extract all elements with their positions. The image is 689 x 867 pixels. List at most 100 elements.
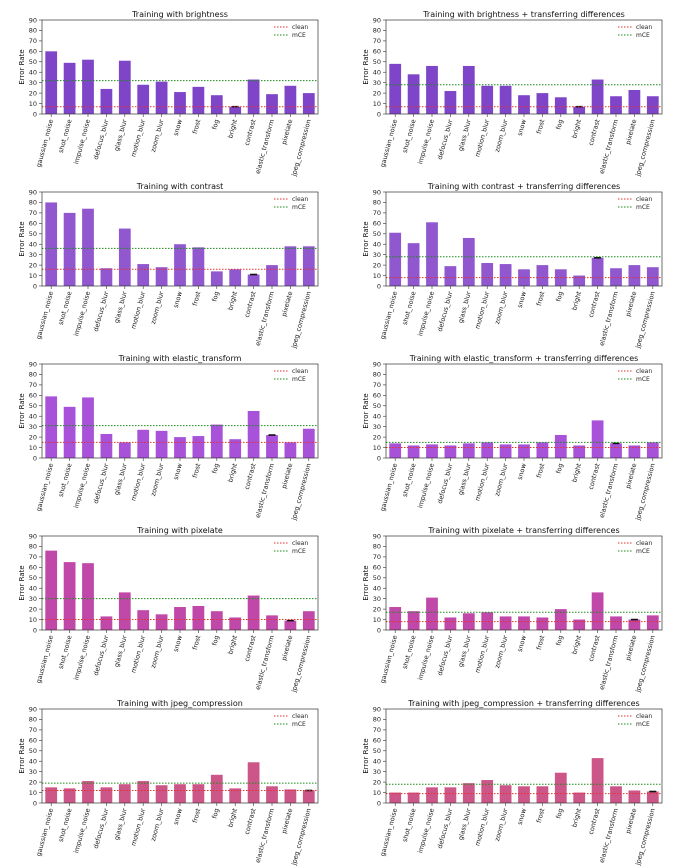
y-tick-label: 10 bbox=[373, 272, 381, 280]
y-tick-label: 40 bbox=[373, 241, 381, 249]
bar-zoom_blur bbox=[155, 430, 168, 458]
chart-title: Training with pixelate bbox=[136, 526, 223, 535]
y-axis-label: Error Rate bbox=[18, 49, 26, 84]
x-tick-label: pixelate bbox=[280, 462, 294, 489]
y-tick-label: 0 bbox=[33, 110, 37, 118]
x-tick-label: zoom_blur bbox=[493, 807, 510, 842]
bar-shot_noise bbox=[63, 788, 76, 803]
x-tick-label: jpeg_compression bbox=[290, 290, 313, 350]
bar-jpeg_compression bbox=[646, 267, 659, 286]
x-tick-label: elastic_transform bbox=[254, 634, 276, 690]
x-tick-label: frost bbox=[191, 807, 203, 824]
bar-contrast bbox=[247, 411, 260, 458]
bar-snow bbox=[518, 444, 530, 458]
y-tick-label: 90 bbox=[373, 16, 381, 24]
x-tick-label: frost bbox=[191, 118, 203, 135]
y-tick-label: 40 bbox=[373, 758, 381, 766]
x-tick-label: zoom_blur bbox=[493, 462, 510, 497]
bar-gaussian_noise bbox=[45, 396, 58, 458]
y-tick-label: 50 bbox=[29, 402, 37, 410]
x-tick-label: jpeg_compression bbox=[634, 462, 657, 522]
y-tick-label: 20 bbox=[29, 778, 37, 786]
x-tick-label: zoom_blur bbox=[493, 634, 510, 669]
bar-jpeg_compression bbox=[302, 93, 315, 114]
bar-shot_noise bbox=[63, 62, 76, 114]
y-tick-label: 90 bbox=[29, 360, 37, 368]
bar-jpeg_compression bbox=[646, 96, 659, 114]
x-tick-label: jpeg_compression bbox=[290, 807, 313, 867]
bar-zoom_blur bbox=[155, 81, 168, 114]
x-tick-label: defocus_blur bbox=[92, 462, 111, 504]
bar-shot_noise bbox=[407, 243, 420, 286]
x-tick-label: fog bbox=[554, 807, 564, 819]
y-tick-label: 10 bbox=[29, 444, 37, 452]
bar-pixelate bbox=[284, 246, 297, 286]
x-tick-label: contrast bbox=[587, 462, 602, 490]
legend-label: clean bbox=[636, 196, 652, 203]
bar-frost bbox=[192, 86, 205, 114]
y-tick-label: 10 bbox=[29, 616, 37, 624]
y-tick-label: 50 bbox=[373, 574, 381, 582]
x-tick-label: elastic_transform bbox=[598, 634, 620, 690]
legend-label: clean bbox=[636, 540, 652, 547]
x-tick-label: jpeg_compression bbox=[634, 290, 657, 350]
x-tick-label: bright bbox=[226, 462, 239, 483]
x-tick-label: elastic_transform bbox=[598, 118, 620, 174]
chart-panel: Training with elastic_transform + transf… bbox=[362, 354, 663, 522]
x-tick-label: pixelate bbox=[624, 462, 638, 489]
y-tick-label: 60 bbox=[373, 564, 381, 572]
bar-impulse_noise bbox=[82, 59, 94, 114]
x-tick-label: zoom_blur bbox=[149, 807, 166, 842]
bar-defocus_blur bbox=[100, 787, 113, 803]
bar-zoom_blur bbox=[155, 785, 168, 803]
bar-pixelate bbox=[284, 789, 297, 803]
bar-pixelate bbox=[628, 89, 641, 114]
bar-motion_blur bbox=[481, 85, 494, 114]
x-tick-label: impulse_noise bbox=[72, 634, 92, 681]
x-tick-label: glass_blur bbox=[457, 118, 473, 152]
x-tick-label: bright bbox=[226, 118, 239, 139]
x-tick-label: pixelate bbox=[624, 118, 638, 145]
y-tick-label: 70 bbox=[373, 553, 381, 561]
chart-panel: Training with jpeg_compression + transfe… bbox=[362, 699, 663, 867]
x-tick-label: glass_blur bbox=[457, 462, 473, 496]
y-tick-label: 60 bbox=[29, 737, 37, 745]
x-tick-label: zoom_blur bbox=[149, 462, 166, 497]
bar-glass_blur bbox=[462, 613, 475, 630]
bar-frost bbox=[536, 617, 549, 630]
bar-shot_noise bbox=[63, 212, 76, 286]
bar-impulse_noise bbox=[82, 781, 94, 803]
x-tick-label: bright bbox=[570, 290, 583, 311]
y-tick-label: 80 bbox=[29, 543, 37, 551]
y-tick-label: 90 bbox=[373, 705, 381, 713]
x-tick-label: contrast bbox=[243, 462, 258, 490]
y-tick-label: 80 bbox=[29, 199, 37, 207]
bar-impulse_noise bbox=[82, 208, 94, 286]
bar-zoom_blur bbox=[499, 785, 512, 803]
y-tick-label: 90 bbox=[29, 532, 37, 540]
bar-jpeg_compression bbox=[646, 791, 659, 803]
y-tick-label: 60 bbox=[373, 392, 381, 400]
bar-frost bbox=[192, 247, 205, 286]
bar-glass_blur bbox=[118, 60, 131, 114]
x-tick-label: defocus_blur bbox=[436, 290, 455, 332]
x-tick-label: defocus_blur bbox=[92, 807, 111, 849]
y-tick-label: 50 bbox=[373, 230, 381, 238]
bar-gaussian_noise bbox=[389, 792, 402, 803]
bar-glass_blur bbox=[118, 784, 131, 803]
bar-motion_blur bbox=[481, 442, 494, 458]
bar-gaussian_noise bbox=[389, 63, 402, 114]
x-tick-label: snow bbox=[172, 634, 184, 653]
bar-shot_noise bbox=[63, 406, 76, 458]
x-tick-label: elastic_transform bbox=[598, 807, 620, 863]
bar-shot_noise bbox=[407, 445, 420, 458]
y-tick-label: 60 bbox=[373, 220, 381, 228]
chart-panel: Training with contrast + transferring di… bbox=[362, 182, 663, 350]
bar-bright bbox=[573, 275, 586, 286]
legend-label: clean bbox=[292, 368, 308, 375]
y-tick-label: 40 bbox=[29, 241, 37, 249]
x-tick-label: fog bbox=[210, 118, 220, 130]
